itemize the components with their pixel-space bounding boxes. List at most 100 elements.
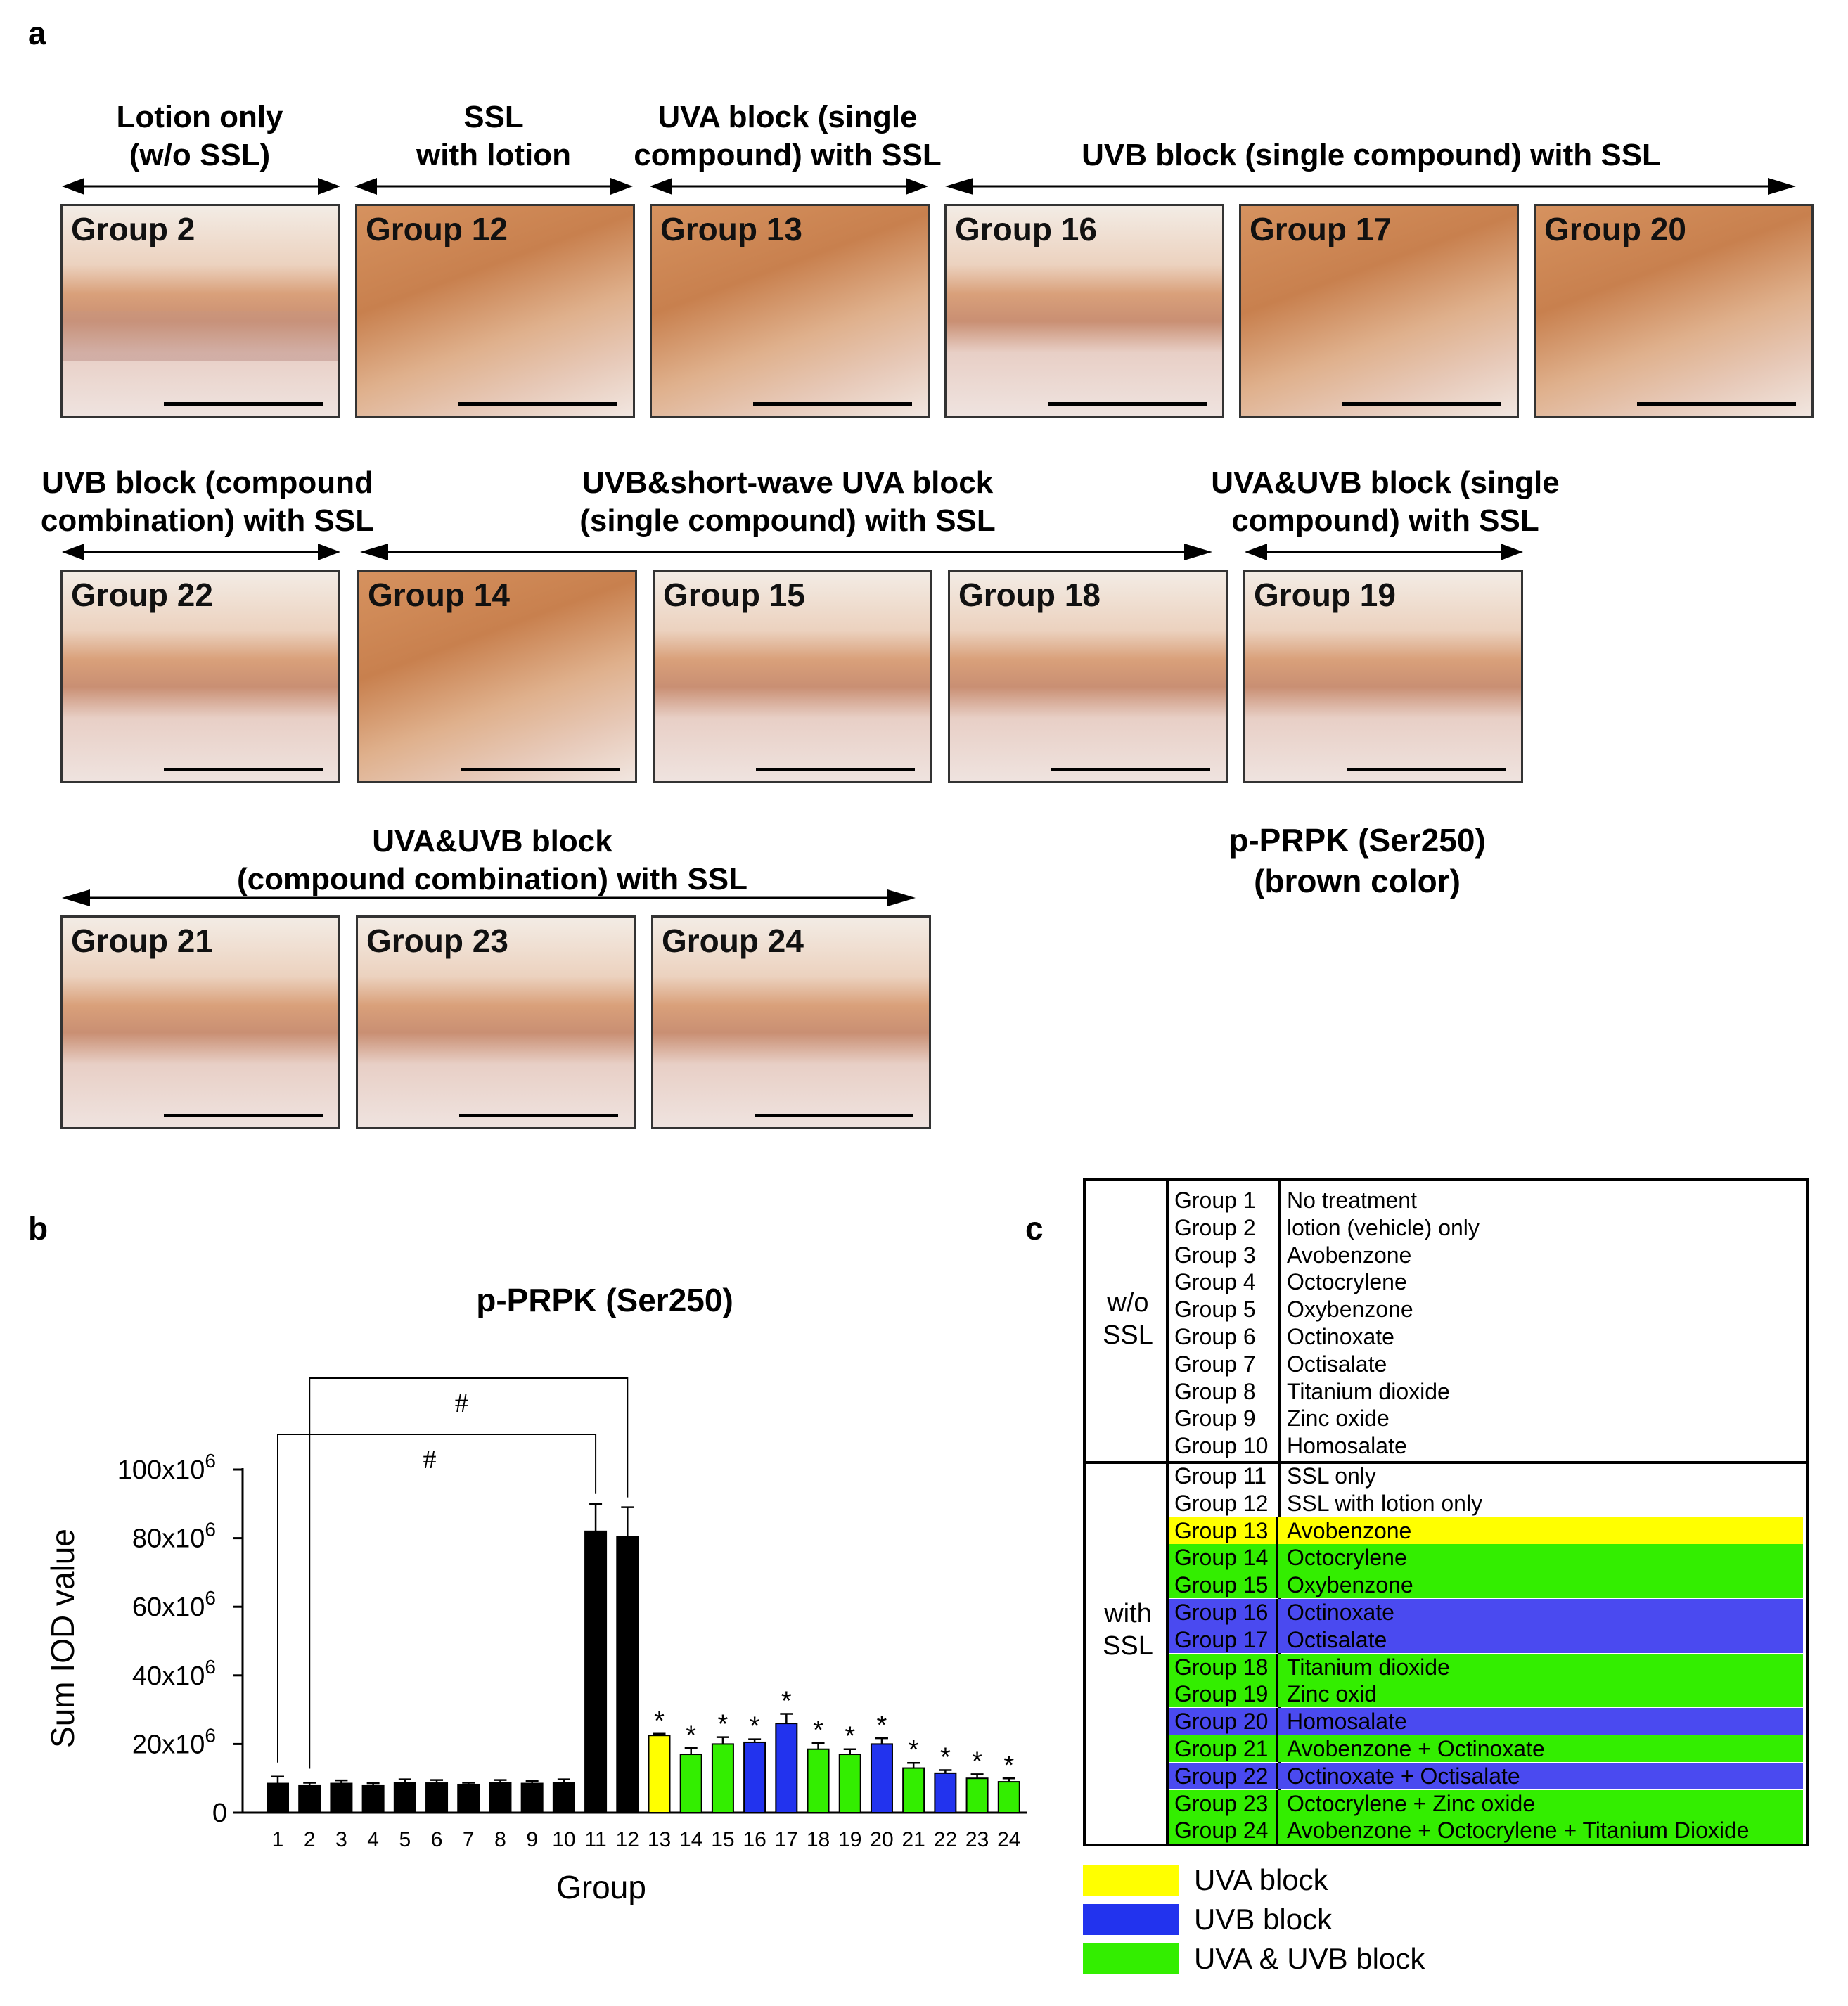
x-tick-label: 3 [335,1828,347,1851]
row1-arrow-ssl [354,176,633,197]
bar-group-22 [934,1772,957,1814]
table-cell-group: Group 19 [1174,1681,1269,1707]
table-cell-group: Group 16 [1174,1600,1269,1625]
table-cell-treatment: SSL with lotion only [1287,1490,1483,1516]
table-cell-treatment: Avobenzone [1287,1242,1412,1268]
table-cell-treatment: Zinc oxid [1287,1681,1378,1707]
x-tick-label: 19 [838,1828,861,1851]
micrograph-group-17: Group 17 [1239,204,1519,418]
x-tick-label: 7 [463,1828,475,1851]
x-tick-label: 16 [743,1828,766,1851]
x-tick-label: 13 [648,1828,671,1851]
micrograph-group-19: Group 19 [1243,570,1523,783]
bar-group-4 [361,1784,385,1814]
y-tick-label-base: 100x10 [117,1455,205,1485]
section-label-without-ssl: w/o SSL [1103,1288,1153,1350]
table-cell-treatment: Octisalate [1287,1626,1387,1652]
table-cell-treatment: Avobenzone + Octinoxate [1287,1736,1545,1761]
x-tick-label: 5 [399,1828,411,1851]
significance-mark: * [845,1722,855,1751]
bar-group-16 [743,1741,766,1814]
table-cell-group: Group 12 [1174,1490,1269,1516]
table-row-group-9: Group 9 Zinc oxide [1169,1405,1806,1432]
table-cell-group: Group 1 [1174,1188,1256,1213]
table-cell-treatment: SSL only [1287,1463,1376,1489]
y-tick-label-base: 60x10 [132,1593,205,1622]
bar-group-2 [298,1784,321,1814]
table-row-group-12: Group 12 SSL with lotion only [1169,1490,1806,1517]
table-cell-treatment: Octocrylene [1287,1269,1407,1295]
bracket-label: # [423,1445,437,1474]
x-tick-label: 4 [367,1828,379,1851]
table-cell-group: Group 11 [1174,1463,1267,1489]
row1-arrow-uva [650,176,928,197]
legend-swatch-uva [1083,1865,1179,1896]
legend-swatch-uvb [1083,1904,1179,1935]
table-row-group-4: Group 4 Octocrylene [1169,1268,1806,1295]
y-tick-label-exponent: 6 [205,1450,216,1472]
table-cell-group: Group 4 [1174,1269,1256,1295]
x-tick-label: 22 [934,1828,957,1851]
x-tick-label: 17 [775,1828,798,1851]
row3-label-uva-uvb-combo: UVA&UVB block (compound combination) wit… [237,824,747,896]
table-cell-treatment: No treatment [1287,1188,1417,1213]
bar-chart: p-PRPK (Ser250)020x10640x10660x10680x106… [44,1282,1027,1905]
table-cell-treatment: Avobenzone + Octocrylene + Titanium Diox… [1287,1818,1750,1844]
table-cell-group: Group 2 [1174,1214,1256,1240]
bar-group-23 [965,1777,989,1814]
table-row-group-8: Group 8 Titanium dioxide [1169,1378,1806,1405]
x-axis-label: Group [556,1869,646,1905]
table-divider-col2 [1276,1599,1278,1626]
y-tick-label-exponent: 6 [205,1587,216,1609]
micrograph-group-20: Group 20 [1534,204,1814,418]
significance-mark: * [1003,1751,1014,1780]
table-row-group-5: Group 5 Oxybenzone [1169,1296,1806,1323]
y-tick-label-exponent: 6 [205,1724,216,1746]
x-tick-label: 2 [304,1828,316,1851]
micrograph-group-12: Group 12 [355,204,635,418]
bar-group-12 [616,1536,639,1813]
micrograph-group-2: Group 2 [60,204,340,418]
table-cell-treatment: Octocrylene [1287,1545,1407,1571]
table-row-group-16: Group 16 Octinoxate [1169,1599,1803,1626]
bar-group-20 [870,1743,893,1814]
table-divider-section [1086,1461,1806,1464]
table-cell-group: Group 15 [1174,1572,1269,1598]
table-cell-group: Group 5 [1174,1297,1256,1323]
table-divider-col2 [1276,1708,1278,1735]
micrograph-group-18: Group 18 [948,570,1228,783]
y-tick-label: 80x106 [132,1519,216,1554]
table-cell-treatment: Octisalate [1287,1351,1387,1377]
table-divider-col2 [1276,1735,1278,1762]
table-cell-group: Group 9 [1174,1406,1256,1432]
table-cell-group: Group 14 [1174,1545,1269,1571]
bar-group-8 [489,1782,512,1814]
bar-group-6 [425,1782,449,1813]
table-row-group-3: Group 3 Avobenzone [1169,1242,1806,1268]
significance-mark: * [781,1686,792,1716]
x-tick-label: 24 [997,1828,1020,1851]
row2-label-uvb-combo: UVB block (compound combination) with SS… [40,465,375,538]
table-cell-group: Group 23 [1174,1790,1269,1816]
significance-mark: * [750,1712,760,1742]
x-tick-label: 1 [272,1828,284,1851]
table-cell-treatment: Octinoxate [1287,1324,1394,1349]
micrograph-group-21: Group 21 [60,915,340,1129]
table-row-group-1: Group 1 No treatment [1169,1187,1806,1214]
y-tick-label: 40x106 [132,1656,216,1691]
table-cell-group: Group 20 [1174,1709,1269,1735]
y-tick-label-exponent: 6 [205,1519,216,1541]
table-row-group-2: Group 2 lotion (vehicle) only [1169,1214,1806,1241]
panel-letter-a: a [28,15,46,51]
row2-label-uva-uvb-single: UVA&UVB block (single compound) with SSL [1211,465,1560,538]
row1-label-uvb: UVB block (single compound) with SSL [1082,138,1661,172]
row2-arrow-uvb-short-uva [360,541,1212,562]
stain-note: p-PRPK (Ser250) (brown color) [1228,822,1486,899]
table-cell-treatment: Avobenzone [1287,1517,1412,1543]
table-divider-col1 [1166,1181,1169,1844]
table-divider-col2 [1278,1181,1281,1844]
y-tick-label: 100x106 [117,1450,216,1485]
table-cell-treatment: Zinc oxide [1287,1406,1390,1432]
y-tick-label-base: 40x10 [132,1661,205,1691]
table-cell-treatment: Octocrylene + Zinc oxide [1287,1790,1536,1816]
